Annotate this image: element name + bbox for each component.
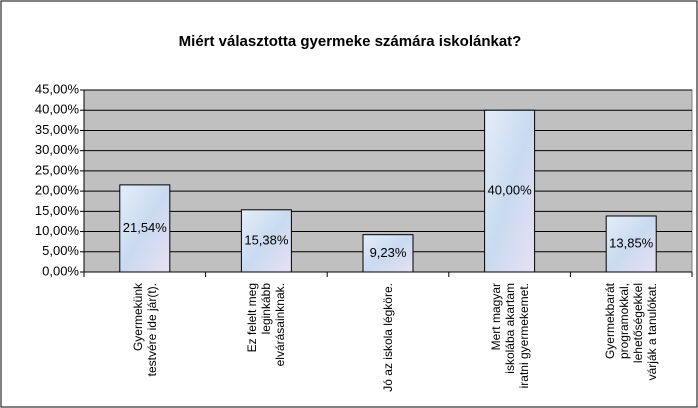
y-tick-label: 40,00% [35, 102, 80, 117]
y-tick-label: 20,00% [35, 183, 80, 198]
bar [605, 215, 657, 273]
bar [119, 184, 171, 273]
data-label: 13,85% [609, 235, 654, 250]
y-tick-label: 15,00% [35, 203, 80, 218]
y-tick-label: 30,00% [35, 142, 80, 157]
data-label: 15,38% [244, 232, 289, 247]
x-tick-label: Gyermekbarát programokkal, lehetőségekke… [603, 283, 660, 381]
y-tick-label: 10,00% [35, 223, 80, 238]
y-tick-label: 35,00% [35, 122, 80, 137]
bar [484, 109, 536, 273]
chart-title: Miért választotta gyermeke számára iskol… [179, 33, 522, 50]
bar [240, 209, 292, 273]
x-tick-label: Gyermekünk testvére ide jár(t). [130, 283, 159, 377]
x-tick-label: Mert magyar iskolába akartam iratni gyer… [488, 283, 531, 389]
x-tick-label: Ez felelt meg leginkább elvárásainknak. [245, 283, 288, 367]
data-label: 40,00% [488, 183, 533, 198]
y-tick-label: 5,00% [42, 243, 79, 258]
x-tick-label: Jó az iskola légköre. [381, 283, 395, 392]
data-label: 9,23% [370, 245, 407, 260]
y-tick-label: 45,00% [35, 81, 80, 96]
bar [362, 234, 414, 273]
y-tick-label: 0,00% [42, 263, 79, 278]
y-tick-label: 25,00% [35, 162, 80, 177]
data-label: 21,54% [123, 220, 168, 235]
